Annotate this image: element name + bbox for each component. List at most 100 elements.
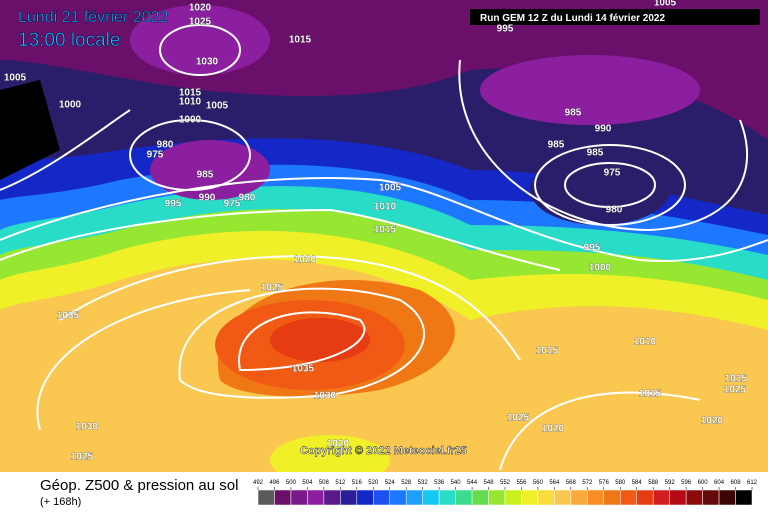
isobar-label: 980 (606, 205, 623, 216)
colorbar-swatch (373, 489, 390, 506)
isobar-label: 1010 (374, 202, 397, 213)
colorbar-tick-label: 512 (335, 480, 346, 486)
colorbar-swatch (685, 489, 703, 506)
colorbar: 492 496 500 504 508 512 516 520 524 528 532 536 540 5… (253, 480, 758, 506)
colorbar-swatch (422, 489, 440, 506)
colorbar-tick-label: 600 (698, 480, 709, 486)
isobar-label: 1025 (724, 385, 747, 396)
colorbar-tick-label: 492 (253, 480, 264, 486)
colorbar-swatch (290, 489, 308, 506)
isobar-label: 1035 (292, 364, 315, 375)
isobar-label: 1005 (206, 101, 229, 112)
isobar-label: 985 (565, 108, 582, 119)
isobar-label: 1025 (189, 17, 212, 28)
colorbar-tick-label: 564 (549, 480, 560, 486)
colorbar-swatch (620, 489, 637, 506)
colorbar-tick-label: 604 (714, 480, 725, 486)
colorbar-tick-label: 572 (582, 480, 593, 486)
isobar-label: 1005 (654, 0, 677, 9)
isobar-label: 1020 (294, 255, 317, 266)
colorbar-swatch (504, 489, 522, 506)
isobar-label: 975 (604, 168, 621, 179)
colorbar-swatch (521, 489, 539, 506)
colorbar-tick-label: 596 (681, 480, 692, 486)
colorbar-swatch (356, 489, 374, 506)
colorbar-tick-label: 588 (648, 480, 659, 486)
colorbar-swatch (554, 489, 572, 506)
colorbar-swatch (274, 489, 292, 506)
colorbar-swatch (438, 489, 456, 506)
isobar-label: 1015 (725, 374, 748, 385)
colorbar-tick-label: 508 (319, 480, 330, 486)
colorbar-tick-label: 548 (484, 480, 495, 486)
run-box (470, 9, 760, 25)
colorbar-swatch (405, 489, 423, 506)
isobar-label: 1025 (507, 413, 530, 424)
isobar-label: 995 (584, 243, 601, 254)
isobar-label: 1020 (701, 416, 724, 427)
isobar-label: 1035 (57, 311, 80, 322)
colorbar-tick-label: 500 (286, 480, 297, 486)
colorbar-swatch (307, 489, 325, 506)
isobar-label: 1015 (179, 88, 202, 99)
colorbar-tick-label: 520 (368, 480, 379, 486)
isobar-label: 980 (157, 140, 174, 151)
colorbar-tick-label: 608 (731, 480, 742, 486)
colorbar-swatch (340, 489, 358, 506)
colorbar-tick-label: 524 (385, 480, 396, 486)
colorbar-tick-label: 552 (500, 480, 511, 486)
colorbar-tick-label: 560 (533, 480, 544, 486)
colorbar-swatch (537, 489, 555, 506)
isobar-label: 1000 (59, 100, 82, 111)
isobar-label: 985 (548, 140, 565, 151)
isobar-label: 1020 (327, 439, 350, 450)
colorbar-swatch (488, 489, 506, 506)
colorbar-swatch (669, 489, 687, 506)
isobar-label: 1000 (589, 263, 612, 274)
isobar-label: 1030 (76, 422, 99, 433)
isobar-label: 985 (587, 148, 604, 159)
map (0, 0, 768, 472)
colorbar-swatch (570, 489, 588, 506)
isobar-label: 1030 (314, 391, 337, 402)
isobar-label: 1020 (189, 3, 212, 14)
colorbar-tick-label: 576 (599, 480, 610, 486)
isobar-label: 1010 (179, 97, 202, 108)
colorbar-swatch (455, 489, 473, 506)
isobar-label: 1005 (4, 73, 27, 84)
colorbar-tick-label: 568 (566, 480, 577, 486)
isobar-label: 1020 (542, 424, 565, 435)
isobar-label: 1010 (634, 337, 657, 348)
colorbar-tick-label: 504 (302, 480, 313, 486)
footer-lead: (+ 168h) (40, 496, 81, 508)
colorbar-tick-label: 532 (418, 480, 429, 486)
colorbar-swatch (636, 489, 654, 506)
date: Lundi 21 février 2022 (18, 9, 168, 26)
colorbar-tick-label: 496 (269, 480, 280, 486)
colorbar-tick-label: 528 (401, 480, 412, 486)
isobar-label: 1030 (196, 57, 219, 68)
isobar-label: 1025 (71, 452, 94, 463)
colorbar-tick-label: 584 (632, 480, 643, 486)
isobar-label: 975 (147, 150, 164, 161)
colorbar-swatch (652, 489, 670, 506)
colorbar-swatch (323, 489, 341, 506)
colorbar-swatch (257, 489, 275, 506)
time: 13:00 locale (18, 30, 120, 51)
isobar-label: 975 (224, 199, 241, 210)
isobar-label: 1015 (536, 346, 559, 357)
colorbar-swatch (718, 489, 736, 506)
isobar-label: 985 (197, 170, 214, 181)
colorbar-tick-label: 544 (467, 480, 478, 486)
colorbar-swatch (603, 489, 621, 506)
colorbar-swatch (587, 489, 605, 506)
isobar-label: 1005 (379, 183, 402, 194)
isobar-label: 990 (199, 193, 216, 204)
colorbar-tick-label: 556 (516, 480, 527, 486)
copyright: Copyright © 2022 Meteociel.fr25 (300, 445, 467, 457)
colorbar-swatch (471, 489, 489, 506)
isobar-label: 1015 (374, 225, 397, 236)
isobar-label: 1000 (179, 115, 202, 126)
